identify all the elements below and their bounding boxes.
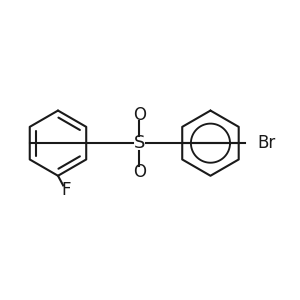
Text: O: O	[133, 163, 146, 181]
Text: S: S	[134, 134, 145, 152]
Text: F: F	[61, 182, 70, 200]
Text: O: O	[133, 106, 146, 124]
Text: Br: Br	[258, 134, 276, 152]
